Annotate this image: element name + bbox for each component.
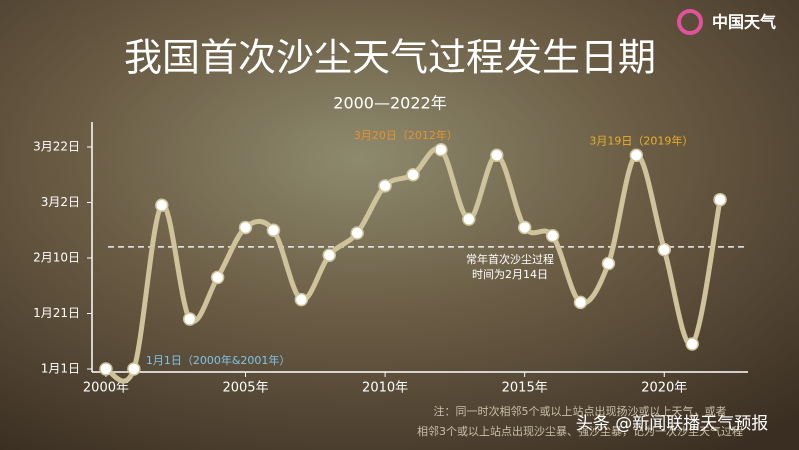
annotation: 3月19日（2019年） bbox=[589, 133, 693, 147]
data-point bbox=[406, 167, 420, 182]
data-point bbox=[434, 143, 448, 157]
watermark: 头条 @新闻联播天气预报 bbox=[576, 414, 768, 434]
data-point bbox=[322, 248, 337, 262]
data-point bbox=[182, 312, 197, 326]
data-point bbox=[210, 270, 225, 285]
reference-label: 时间为2月14日 bbox=[472, 268, 548, 281]
data-point bbox=[266, 223, 281, 237]
data-point bbox=[99, 362, 113, 376]
data-point bbox=[657, 242, 672, 257]
note-line: 相邻3个或以上站点出现沙尘暴、强沙尘暴，记为一次沙尘天气过程 bbox=[417, 424, 743, 438]
chart-subtitle: 2000—2022年 bbox=[333, 94, 446, 113]
x-tick-label: 2000年 bbox=[83, 381, 129, 396]
y-tick-label: 3月2日 bbox=[41, 195, 80, 209]
y-tick-label: 3月22日 bbox=[33, 139, 80, 153]
chart-title: 我国首次沙尘天气过程发生日期 bbox=[124, 36, 656, 80]
annotation: 3月20日（2012年） bbox=[354, 128, 458, 142]
data-point bbox=[601, 256, 616, 271]
data-point bbox=[573, 295, 588, 310]
y-tick-label: 2月10日 bbox=[33, 250, 80, 264]
data-point bbox=[378, 179, 392, 193]
data-point bbox=[238, 220, 253, 235]
y-tick-label: 1月21日 bbox=[33, 306, 80, 320]
x-tick-label: 2020年 bbox=[641, 381, 687, 396]
x-tick-label: 2005年 bbox=[222, 381, 268, 396]
data-point bbox=[350, 226, 364, 240]
x-tick-label: 2015年 bbox=[502, 381, 548, 396]
data-point bbox=[713, 192, 727, 207]
annotation: 1月1日（2000年&2001年） bbox=[146, 353, 291, 367]
y-tick-label: 1月1日 bbox=[41, 362, 80, 376]
data-point bbox=[155, 198, 169, 213]
data-point bbox=[294, 292, 309, 307]
data-point bbox=[685, 337, 699, 351]
data-point bbox=[127, 362, 141, 376]
data-point bbox=[490, 148, 504, 163]
logo-text: 中国天气 bbox=[712, 13, 776, 32]
reference-label: 常年首次沙尘过程 bbox=[466, 252, 554, 266]
data-point bbox=[629, 148, 644, 163]
data-point bbox=[462, 212, 476, 226]
data-point bbox=[517, 220, 532, 235]
logo-icon bbox=[677, 9, 703, 35]
data-point bbox=[545, 229, 560, 243]
note-line: 注：同一时次相邻5个或以上站点出现扬沙或以上天气，或者 bbox=[434, 404, 727, 418]
x-tick-label: 2010年 bbox=[362, 381, 408, 396]
